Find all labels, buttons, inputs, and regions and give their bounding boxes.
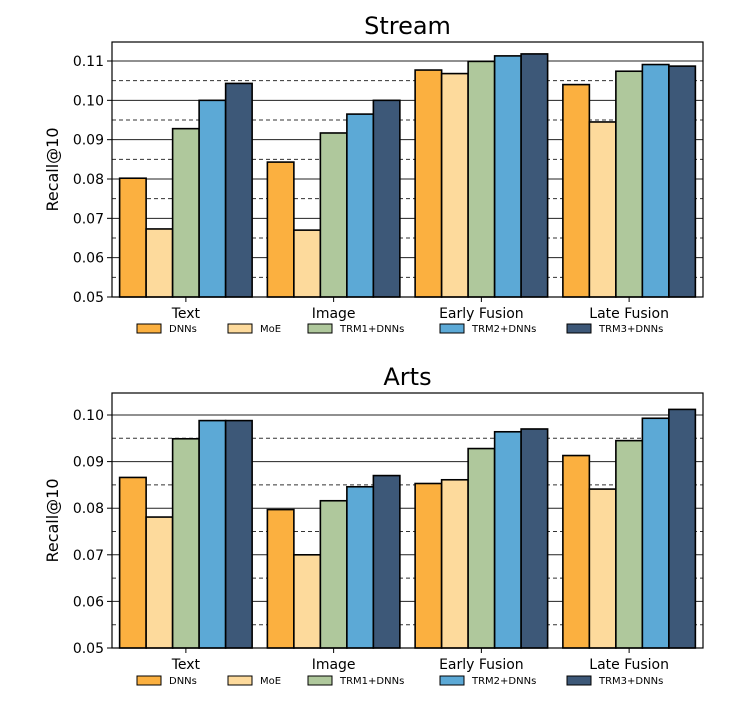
y-tick-label: 0.11: [73, 54, 104, 70]
y-tick-label: 0.07: [73, 211, 104, 227]
bar-moe-late-fusion: [588, 121, 617, 298]
bar-trm3-dnns-late-fusion: [668, 65, 697, 298]
bar-moe-early-fusion: [440, 478, 469, 649]
bar-dnns-text: [118, 177, 147, 298]
bar-trm3-dnns-image: [372, 474, 401, 649]
y-tick-label: 0.08: [73, 172, 104, 188]
legend-swatch-dnns: [136, 675, 162, 686]
bar-trm2-dnns-early-fusion: [493, 55, 522, 298]
bar-dnns-early-fusion: [414, 482, 443, 649]
bar-trm1-dnns-image: [319, 499, 348, 649]
legend-label-dnns: DNNs: [169, 676, 197, 687]
legend-label-trm2-dnns: TRM2+DNNs: [471, 324, 536, 335]
bar-dnns-early-fusion: [414, 69, 443, 298]
bar-moe-image: [293, 553, 322, 649]
bar-trm2-dnns-early-fusion: [493, 430, 522, 649]
x-tick-label: Text: [171, 657, 201, 673]
legend-swatch-trm1-dnns: [307, 323, 333, 334]
bar-dnns-text: [118, 476, 147, 649]
bar-trm1-dnns-early-fusion: [467, 60, 496, 298]
bar-trm2-dnns-late-fusion: [641, 63, 670, 298]
bar-trm2-dnns-image: [346, 485, 375, 649]
y-tick-label: 0.07: [73, 548, 104, 564]
legend-swatch-trm2-dnns: [439, 323, 465, 334]
legend-swatch-trm1-dnns: [307, 675, 333, 686]
y-axis-label: Recall@10: [43, 127, 62, 211]
bar-dnns-late-fusion: [562, 454, 591, 649]
y-tick-label: 0.05: [73, 641, 104, 657]
chart-title: Arts: [383, 363, 431, 391]
legend-label-trm1-dnns: TRM1+DNNs: [339, 324, 404, 335]
x-tick-label: Image: [312, 657, 356, 673]
bar-trm3-dnns-early-fusion: [520, 428, 549, 649]
bar-trm1-dnns-early-fusion: [467, 447, 496, 649]
chart-title: Stream: [364, 12, 451, 40]
x-tick-label: Late Fusion: [589, 306, 669, 322]
bar-trm1-dnns-image: [319, 132, 348, 298]
legend-label-trm3-dnns: TRM3+DNNs: [598, 676, 663, 687]
y-tick-label: 0.06: [73, 594, 104, 610]
y-tick-label: 0.10: [73, 408, 104, 424]
bar-moe-early-fusion: [440, 72, 469, 298]
legend-label-moe: MoE: [260, 324, 281, 335]
legend-swatch-moe: [227, 323, 253, 334]
y-tick-label: 0.09: [73, 455, 104, 471]
legend-swatch-trm3-dnns: [566, 675, 592, 686]
y-axis-label: Recall@10: [43, 478, 62, 562]
bar-trm2-dnns-text: [198, 99, 227, 298]
plot-frame: [111, 392, 704, 649]
y-tick-label: 0.05: [73, 290, 104, 306]
legend: DNNs MoE TRM1+DNNs TRM2+DNNs TRM3+DNNs: [136, 675, 663, 687]
y-tick-label: 0.09: [73, 133, 104, 149]
x-tick-label: Early Fusion: [439, 657, 524, 673]
legend-swatch-trm3-dnns: [566, 323, 592, 334]
legend-label-dnns: DNNs: [169, 324, 197, 335]
bar-trm3-dnns-early-fusion: [520, 53, 549, 298]
x-tick-label: Early Fusion: [439, 306, 524, 322]
legend: DNNs MoE TRM1+DNNs TRM2+DNNs TRM3+DNNs: [136, 323, 663, 335]
legend-label-trm3-dnns: TRM3+DNNs: [598, 324, 663, 335]
bar-trm1-dnns-late-fusion: [615, 70, 644, 298]
y-tick-label: 0.08: [73, 501, 104, 517]
bar-moe-late-fusion: [588, 488, 617, 649]
bar-trm1-dnns-text: [171, 437, 200, 649]
x-tick-label: Text: [171, 306, 201, 322]
bar-trm3-dnns-late-fusion: [668, 408, 697, 649]
bar-moe-image: [293, 229, 322, 298]
bar-dnns-image: [266, 161, 295, 298]
x-tick-label: Image: [312, 306, 356, 322]
y-tick-label: 0.06: [73, 251, 104, 267]
bar-trm3-dnns-text: [224, 82, 253, 298]
legend-label-moe: MoE: [260, 676, 281, 687]
x-tick-label: Late Fusion: [589, 657, 669, 673]
legend-label-trm2-dnns: TRM2+DNNs: [471, 676, 536, 687]
bar-moe-text: [145, 516, 174, 649]
bar-dnns-late-fusion: [562, 83, 591, 298]
chart-stream: Stream Recall@10 0.05 0.06 0.07 0.08 0.09 0.10 0…: [43, 12, 704, 335]
bar-trm2-dnns-text: [198, 419, 227, 649]
bar-trm1-dnns-late-fusion: [615, 439, 644, 649]
bar-trm1-dnns-text: [171, 127, 200, 298]
chart-arts: Arts Recall@10 0.05 0.06 0.07 0.08 0.09 0.10 Tex…: [43, 363, 704, 687]
legend-swatch-trm2-dnns: [439, 675, 465, 686]
y-tick-label: 0.10: [73, 93, 104, 109]
legend-label-trm1-dnns: TRM1+DNNs: [339, 676, 404, 687]
bar-trm2-dnns-image: [346, 113, 375, 298]
bar-moe-text: [145, 228, 174, 298]
bar-trm3-dnns-image: [372, 99, 401, 298]
bar-trm3-dnns-text: [224, 419, 253, 649]
bar-dnns-image: [266, 508, 295, 649]
legend-swatch-moe: [227, 675, 253, 686]
legend-swatch-dnns: [136, 323, 162, 334]
bar-trm2-dnns-late-fusion: [641, 417, 670, 649]
plot-frame: [111, 41, 704, 298]
